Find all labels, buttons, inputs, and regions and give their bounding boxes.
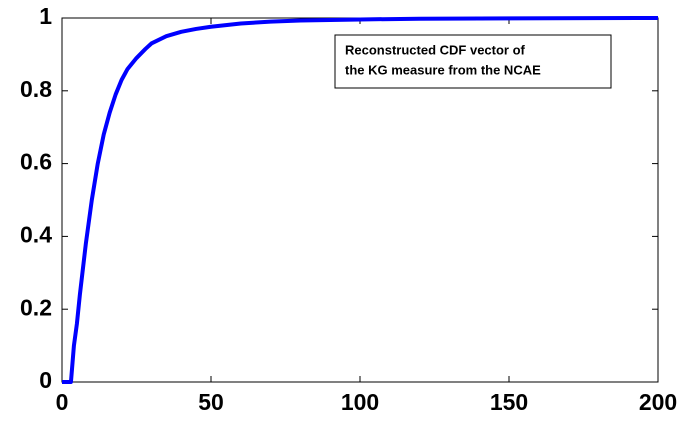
y-tick-label: 0.4 [20, 221, 52, 247]
x-tick-label: 50 [198, 389, 224, 415]
annotation-box [334, 34, 612, 89]
x-tick-label: 200 [639, 389, 677, 415]
x-tick-label: 150 [490, 389, 528, 415]
y-tick-label: 0.2 [20, 294, 52, 320]
y-tick-label: 0.6 [20, 149, 52, 175]
y-tick-label: 0.8 [20, 76, 52, 102]
data-line [62, 16, 659, 384]
y-tick-label: 1 [39, 3, 52, 29]
annotation-line: Reconstructed CDF vector of [345, 42, 526, 57]
x-tick-label: 0 [56, 389, 69, 415]
annotation-line: the KG measure from the NCAE [345, 62, 541, 77]
x-tick-label: 100 [341, 389, 379, 415]
y-tick-label: 0 [39, 367, 52, 393]
